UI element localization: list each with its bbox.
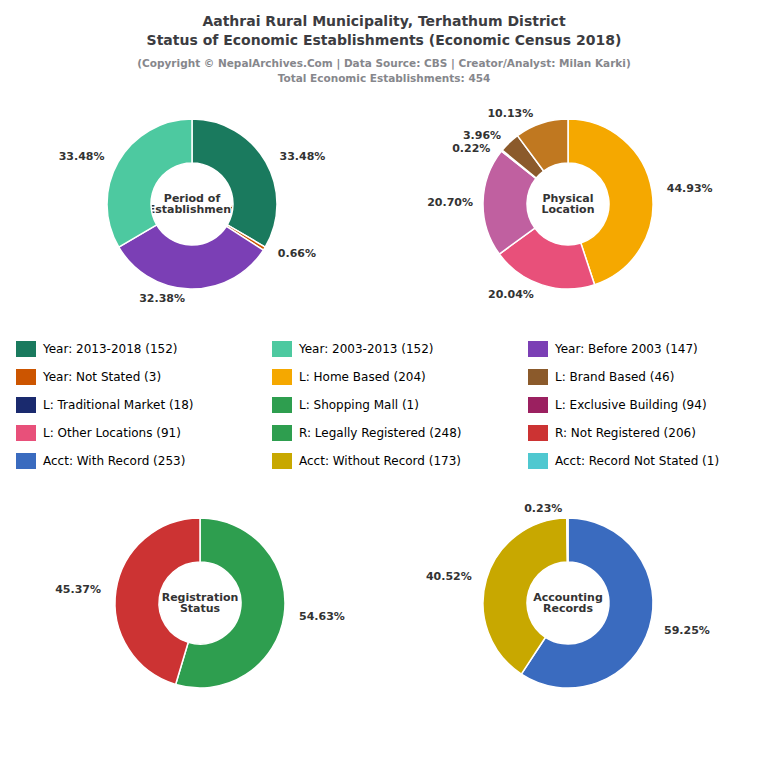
svg-text:Accounting: Accounting [533,591,603,604]
svg-text:Records: Records [543,602,593,615]
svg-text:44.93%: 44.93% [667,182,713,195]
svg-text:Total Economic Establishments:: Total Economic Establishments: 454 [278,72,491,84]
svg-text:0.22%: 0.22% [452,142,490,155]
svg-text:L: Brand Based (46): L: Brand Based (46) [555,370,674,384]
svg-text:59.25%: 59.25% [664,624,710,637]
svg-text:Registration: Registration [161,591,239,604]
svg-text:Period of: Period of [163,192,221,205]
svg-text:R: Legally Registered (248): R: Legally Registered (248) [299,426,461,440]
svg-text:L: Other Locations (91): L: Other Locations (91) [43,426,181,440]
svg-text:10.13%: 10.13% [487,107,533,120]
svg-text:Acct: Record Not Stated (1): Acct: Record Not Stated (1) [555,454,719,468]
svg-text:20.70%: 20.70% [427,196,473,209]
svg-text:0.66%: 0.66% [278,247,316,260]
svg-text:Establishment: Establishment [148,203,237,216]
svg-text:33.48%: 33.48% [59,150,105,163]
svg-text:3.96%: 3.96% [463,129,501,142]
svg-text:R: Not Registered (206): R: Not Registered (206) [555,426,696,440]
svg-text:Year: 2013-2018 (152): Year: 2013-2018 (152) [42,342,178,356]
svg-text:Status: Status [180,602,221,615]
svg-text:L: Shopping Mall (1): L: Shopping Mall (1) [299,398,419,412]
svg-text:40.52%: 40.52% [426,570,472,583]
svg-text:32.38%: 32.38% [139,292,185,305]
svg-text:33.48%: 33.48% [279,150,325,163]
svg-text:Aathrai Rural Municipality, Te: Aathrai Rural Municipality, Terhathum Di… [202,13,566,29]
svg-text:L: Traditional Market (18): L: Traditional Market (18) [43,398,194,412]
svg-text:L: Exclusive Building (94): L: Exclusive Building (94) [555,398,707,412]
svg-text:L: Home Based (204): L: Home Based (204) [299,370,426,384]
svg-text:Location: Location [542,203,595,216]
svg-text:20.04%: 20.04% [488,288,534,301]
svg-text:Status of Economic Establishme: Status of Economic Establishments (Econo… [147,32,622,48]
svg-text:Acct: Without Record (173): Acct: Without Record (173) [299,454,461,468]
svg-text:Year: Before 2003 (147): Year: Before 2003 (147) [554,342,698,356]
svg-text:(Copyright © NepalArchives.Com: (Copyright © NepalArchives.Com | Data So… [137,57,630,70]
svg-text:Year: 2003-2013 (152): Year: 2003-2013 (152) [298,342,434,356]
svg-text:Physical: Physical [542,192,594,205]
svg-text:54.63%: 54.63% [299,610,345,623]
svg-text:0.23%: 0.23% [524,502,562,515]
svg-text:Year: Not Stated (3): Year: Not Stated (3) [42,370,161,384]
svg-text:45.37%: 45.37% [55,583,101,596]
svg-text:Acct: With Record (253): Acct: With Record (253) [43,454,185,468]
